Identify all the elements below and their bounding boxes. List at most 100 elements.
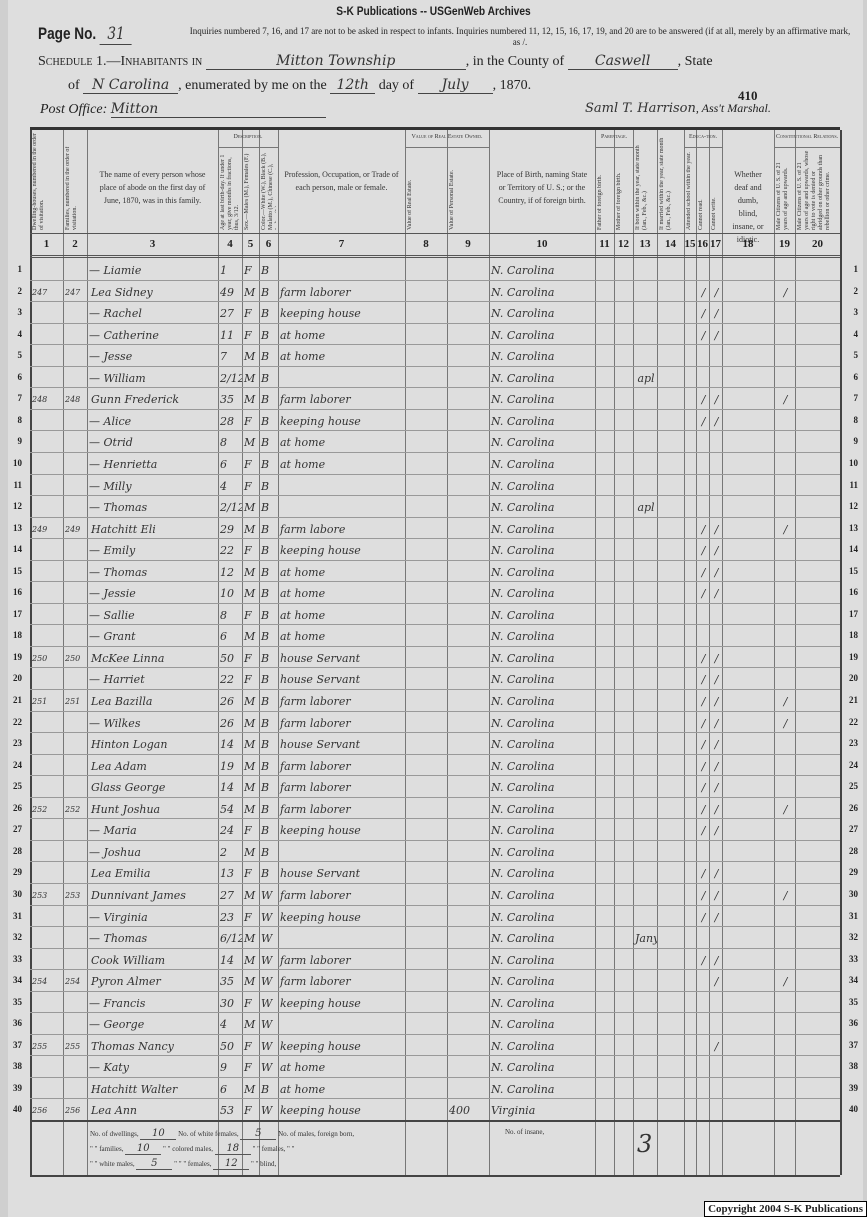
row-divider — [30, 495, 840, 497]
line-number-right: 16 — [849, 587, 858, 598]
place-of-birth: N. Carolina — [491, 414, 555, 428]
birth-month — [633, 542, 657, 562]
cannot-read-mark: / — [701, 953, 706, 967]
real-estate-value — [405, 822, 447, 842]
sex: M — [244, 371, 256, 385]
column-divider — [278, 130, 279, 1175]
family-number — [63, 413, 87, 433]
dwelling-number: 250 — [32, 653, 48, 663]
person-name: — Grant — [89, 630, 136, 644]
color: W — [261, 1039, 273, 1053]
person-name: — Catherine — [89, 328, 159, 342]
cannot-write-mark: / — [714, 544, 719, 558]
real-estate-value — [405, 370, 447, 390]
state: N Carolina — [83, 77, 179, 94]
age: 2/12 — [220, 501, 242, 515]
personal-estate-value — [447, 1038, 489, 1058]
cannot-read-mark — [696, 456, 709, 476]
line-number-right: 1 — [853, 264, 859, 274]
row-divider — [30, 473, 840, 475]
line-number: 2 — [17, 285, 23, 296]
birth-month — [633, 284, 657, 304]
male-citizen-mark — [774, 370, 795, 390]
birth-month — [633, 822, 657, 842]
column-divider — [657, 130, 658, 1175]
real-estate-value — [405, 628, 447, 648]
line-number-right: 30 — [849, 888, 858, 899]
age: 4 — [220, 1018, 227, 1032]
birth-month — [633, 478, 657, 498]
family-number: 254 — [65, 977, 81, 987]
row-divider — [30, 602, 840, 604]
male-citizen-mark — [774, 736, 795, 756]
personal-estate-value — [447, 348, 489, 368]
age: 19 — [220, 759, 234, 773]
dwelling-number — [30, 844, 63, 864]
place-of-birth: Virginia — [491, 1104, 536, 1118]
place-of-birth: N. Carolina — [491, 738, 555, 752]
male-citizen-mark — [774, 909, 795, 929]
age: 10 — [220, 587, 234, 601]
column-number: 6 — [265, 238, 272, 250]
place-of-birth: N. Carolina — [491, 479, 555, 493]
sex: M — [244, 781, 256, 795]
birth-month — [633, 607, 657, 627]
person-name: — Joshua — [89, 845, 141, 859]
place-of-birth: N. Carolina — [491, 565, 555, 579]
birth-month — [633, 844, 657, 864]
column-divider — [614, 130, 615, 1175]
age: 26 — [220, 716, 234, 730]
column-header-4: Age at last birth-day. If under 1 year, … — [220, 154, 240, 230]
column-divider — [87, 130, 88, 1175]
person-name: — Sallie — [89, 608, 135, 622]
person-name: Hatchitt Eli — [91, 522, 156, 536]
male-citizen-mark — [774, 499, 795, 519]
sex: F — [244, 608, 252, 622]
footer-white-males-label: " " " females, — [174, 1160, 212, 1168]
cannot-read-mark — [696, 995, 709, 1015]
cannot-read-mark: / — [701, 802, 706, 816]
place-of-birth: N. Carolina — [491, 328, 555, 342]
column-number: 2 — [72, 238, 78, 250]
personal-estate-value — [447, 1081, 489, 1101]
age: 8 — [220, 436, 227, 450]
line-number: 30 — [13, 888, 22, 899]
male-citizen-mark: / — [783, 695, 788, 708]
dwelling-number: 252 — [32, 804, 48, 814]
place-of-birth: N. Carolina — [491, 1061, 555, 1075]
age: 35 — [220, 393, 234, 407]
sex: M — [244, 802, 256, 816]
row-divider — [30, 839, 840, 841]
dwelling-number: 249 — [32, 524, 48, 534]
column-number: 8 — [423, 238, 429, 250]
column-divider — [595, 130, 596, 1175]
column-header-19: Male Citizens of U. S. of 21 years of ag… — [776, 162, 789, 230]
sex: M — [244, 738, 256, 752]
real-estate-value — [405, 564, 447, 584]
cannot-write-mark: / — [714, 1039, 719, 1053]
column-divider — [774, 130, 775, 1175]
personal-estate-value — [447, 844, 489, 864]
cannot-read-mark — [696, 973, 709, 993]
line-number: 8 — [17, 414, 23, 425]
line-number-right: 17 — [849, 608, 858, 619]
age: 30 — [220, 996, 234, 1010]
dwelling-number — [30, 456, 63, 476]
personal-estate-value: 400 — [449, 1104, 470, 1118]
cannot-read-mark: / — [701, 393, 706, 407]
real-estate-value — [405, 909, 447, 929]
group-header-description: Description. — [233, 134, 263, 140]
personal-estate-value — [447, 327, 489, 347]
dwelling-number — [30, 865, 63, 885]
occupation: house Servant — [280, 673, 361, 687]
place-of-birth: N. Carolina — [491, 651, 555, 665]
cannot-write-mark: / — [714, 759, 719, 773]
place-of-birth: N. Carolina — [491, 802, 555, 816]
sex: F — [244, 867, 252, 881]
person-name: — Liamie — [89, 264, 142, 277]
color: B — [261, 608, 270, 622]
color: B — [261, 759, 270, 773]
